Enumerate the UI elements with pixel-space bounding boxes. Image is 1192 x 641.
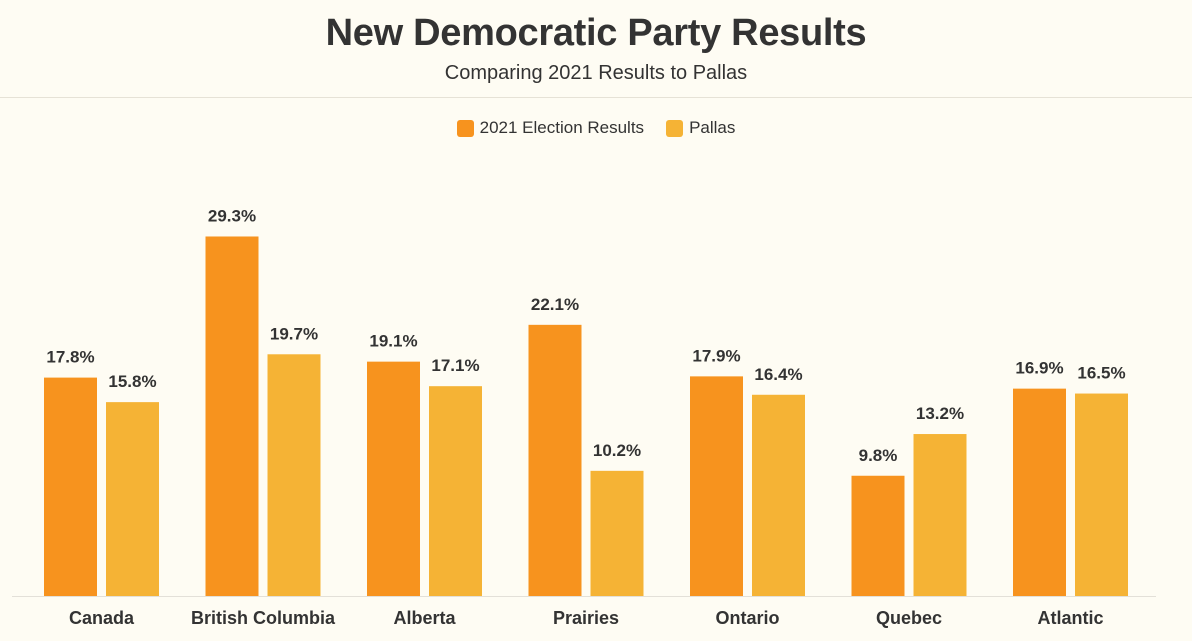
data-label: 16.5%	[1077, 364, 1125, 383]
data-label: 10.2%	[593, 441, 641, 460]
bar-pallas-atlantic[interactable]	[1075, 393, 1128, 596]
data-label: 16.4%	[754, 365, 802, 384]
data-label: 22.1%	[531, 295, 579, 314]
data-label: 17.1%	[431, 356, 479, 375]
legend-label-pallas: Pallas	[689, 118, 736, 137]
bar-2021-atlantic[interactable]	[1013, 388, 1066, 596]
bar-2021-canada[interactable]	[44, 377, 97, 596]
legend-swatch-2021	[456, 119, 474, 137]
bar-2021-prairies[interactable]	[528, 324, 582, 596]
data-label: 9.8%	[859, 446, 898, 465]
bar-pallas-canada[interactable]	[106, 402, 159, 596]
bar-2021-quebec[interactable]	[851, 475, 905, 596]
data-label: 15.8%	[108, 372, 156, 391]
bar-pallas-british-columbia[interactable]	[267, 354, 321, 596]
data-label: 19.7%	[270, 324, 318, 343]
data-label: 29.3%	[208, 206, 256, 225]
x-tick-label: Canada	[69, 608, 135, 628]
bar-pallas-ontario[interactable]	[752, 394, 805, 596]
bar-pallas-prairies[interactable]	[590, 470, 644, 596]
bar-pallas-alberta[interactable]	[429, 386, 482, 596]
legend-item-pallas[interactable]: Pallas	[666, 118, 735, 138]
x-tick-label: Atlantic	[1037, 608, 1103, 628]
x-tick-label: British Columbia	[191, 608, 336, 628]
data-label: 17.9%	[692, 346, 740, 365]
bar-pallas-quebec[interactable]	[913, 434, 967, 596]
x-tick-label: Quebec	[876, 608, 942, 628]
chart-title: New Democratic Party Results	[325, 12, 867, 54]
bar-2021-ontario[interactable]	[690, 376, 743, 596]
bar-2021-british-columbia[interactable]	[205, 236, 259, 596]
data-label: 13.2%	[916, 404, 964, 423]
chart-subtitle: Comparing 2021 Results to Pallas	[444, 62, 748, 84]
bar-2021-alberta[interactable]	[367, 361, 420, 596]
x-tick-label: Prairies	[553, 608, 619, 628]
data-label: 16.9%	[1015, 359, 1063, 378]
chart-legend: 2021 Election Results Pallas	[0, 118, 1192, 138]
data-label: 19.1%	[369, 332, 417, 351]
data-label: 17.8%	[46, 348, 94, 367]
x-tick-label: Ontario	[715, 608, 779, 628]
x-tick-label: Alberta	[393, 608, 456, 628]
legend-swatch-pallas	[666, 119, 684, 137]
header-divider	[0, 97, 1192, 98]
legend-label-2021: 2021 Election Results	[479, 118, 645, 137]
legend-item-2021[interactable]: 2021 Election Results	[456, 118, 645, 138]
